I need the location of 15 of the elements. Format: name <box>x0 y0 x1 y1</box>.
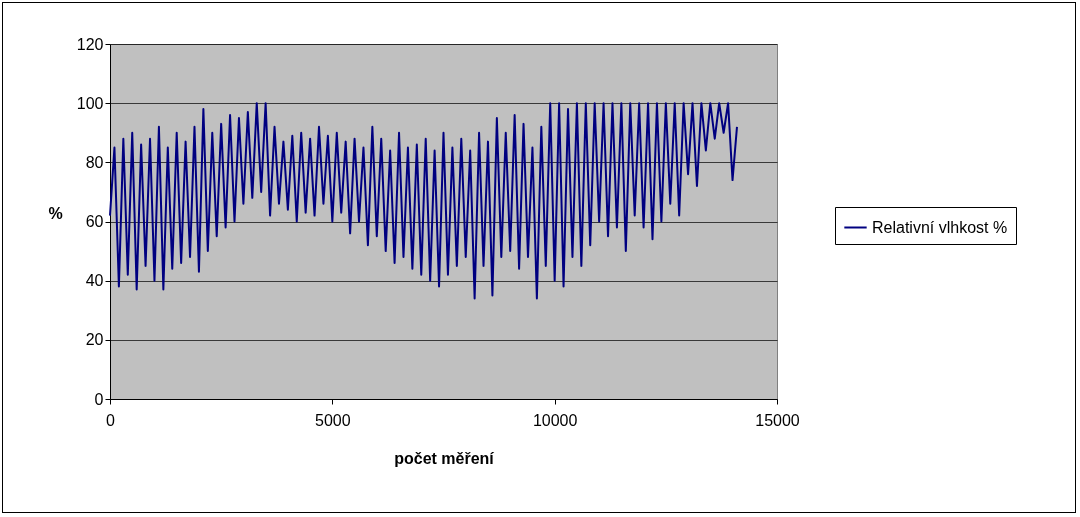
y-tick-label: 60 <box>85 213 104 230</box>
line-series <box>109 102 738 300</box>
y-tick-label: 20 <box>85 331 104 349</box>
y-tick-label: 40 <box>85 272 104 290</box>
x-axis-title: počet měření <box>394 449 495 467</box>
legend-label: Relativní vlhkost % <box>872 218 1008 236</box>
y-axis-title: % <box>48 205 63 222</box>
x-tick-label: 15000 <box>755 411 800 429</box>
y-tick-label: 80 <box>85 153 104 171</box>
x-tick-label: 0 <box>106 411 116 429</box>
y-tick-label: 100 <box>76 94 104 112</box>
x-tick-label: 10000 <box>532 411 578 429</box>
x-tick-label: 5000 <box>315 411 351 429</box>
y-tick-label: 120 <box>76 35 104 53</box>
y-tick-label: 0 <box>94 390 104 408</box>
